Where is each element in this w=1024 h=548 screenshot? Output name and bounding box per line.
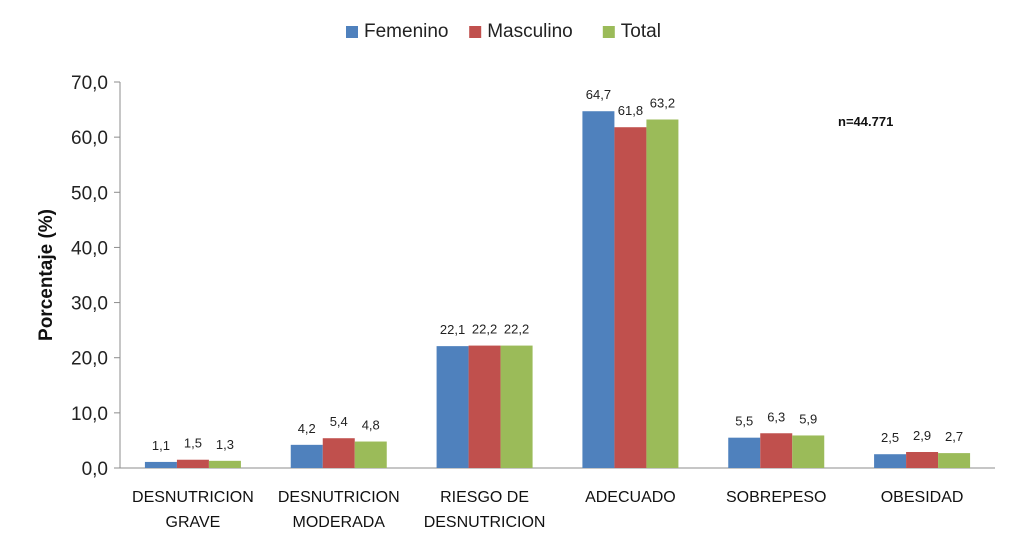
bar-total bbox=[792, 435, 825, 468]
y-tick-label: 40,0 bbox=[71, 238, 108, 259]
legend-label-masculino: Masculino bbox=[487, 21, 573, 42]
data-label: 1,3 bbox=[216, 437, 234, 452]
data-label: 2,7 bbox=[945, 429, 963, 444]
data-label: 5,5 bbox=[735, 414, 753, 429]
data-label: 22,1 bbox=[440, 322, 465, 337]
data-label: 4,8 bbox=[362, 418, 380, 433]
y-tick-label: 30,0 bbox=[71, 294, 108, 315]
y-axis-title: Porcentaje (%) bbox=[36, 209, 57, 341]
x-category-label: DESNUTRICION bbox=[424, 514, 546, 531]
x-category-label: OBESIDAD bbox=[881, 489, 964, 506]
data-label: 63,2 bbox=[650, 95, 675, 110]
y-tick-label: 70,0 bbox=[71, 73, 108, 94]
y-tick-label: 10,0 bbox=[71, 404, 108, 425]
data-label: 22,2 bbox=[472, 322, 497, 337]
bar-total bbox=[354, 441, 387, 468]
y-tick-label: 60,0 bbox=[71, 128, 108, 149]
legend-swatch-masculino bbox=[469, 26, 482, 38]
data-label: 61,8 bbox=[618, 103, 643, 118]
bar-masculino bbox=[760, 433, 793, 468]
legend-label-femenino: Femenino bbox=[364, 21, 449, 42]
y-tick-label: 0,0 bbox=[82, 459, 108, 480]
bar-femenino bbox=[290, 444, 323, 468]
bar-masculino bbox=[176, 459, 209, 468]
data-label: 1,5 bbox=[184, 436, 202, 451]
bar-femenino bbox=[874, 454, 907, 468]
data-label: 5,4 bbox=[330, 414, 348, 429]
data-label: 2,5 bbox=[881, 430, 899, 445]
x-category-label: MODERADA bbox=[293, 514, 386, 531]
x-category-label: RIESGO DE bbox=[440, 489, 529, 506]
data-label: 2,9 bbox=[913, 428, 931, 443]
x-category-label: ADECUADO bbox=[585, 489, 676, 506]
bar-femenino bbox=[436, 346, 469, 468]
bar-masculino bbox=[614, 127, 647, 469]
x-category-label: GRAVE bbox=[166, 514, 221, 531]
legend-swatch-femenino bbox=[346, 26, 358, 38]
data-label: 5,9 bbox=[799, 411, 817, 426]
bar-masculino bbox=[468, 345, 501, 468]
data-label: 1,1 bbox=[152, 438, 170, 453]
legend-swatch-total bbox=[602, 26, 615, 38]
bar-total bbox=[646, 119, 679, 469]
x-category-label: DESNUTRICION bbox=[278, 489, 400, 506]
x-category-label: SOBREPESO bbox=[726, 489, 826, 506]
data-label: 6,3 bbox=[767, 409, 785, 424]
bar-femenino bbox=[144, 461, 177, 468]
bar-masculino bbox=[322, 438, 355, 468]
y-tick-label: 50,0 bbox=[71, 183, 108, 204]
data-label: 22,2 bbox=[504, 322, 529, 337]
y-tick-label: 20,0 bbox=[71, 349, 108, 370]
sample-size-annotation: n=44.771 bbox=[838, 114, 893, 129]
data-label: 4,2 bbox=[298, 421, 316, 436]
legend-label-total: Total bbox=[621, 21, 661, 42]
bar-femenino bbox=[582, 111, 615, 469]
x-category-label: DESNUTRICION bbox=[132, 489, 254, 506]
bar-total bbox=[938, 453, 971, 468]
data-label: 64,7 bbox=[586, 87, 611, 102]
bar-masculino bbox=[906, 452, 939, 468]
bar-total bbox=[500, 345, 533, 468]
bar-total bbox=[208, 460, 241, 468]
bar-femenino bbox=[728, 437, 761, 468]
